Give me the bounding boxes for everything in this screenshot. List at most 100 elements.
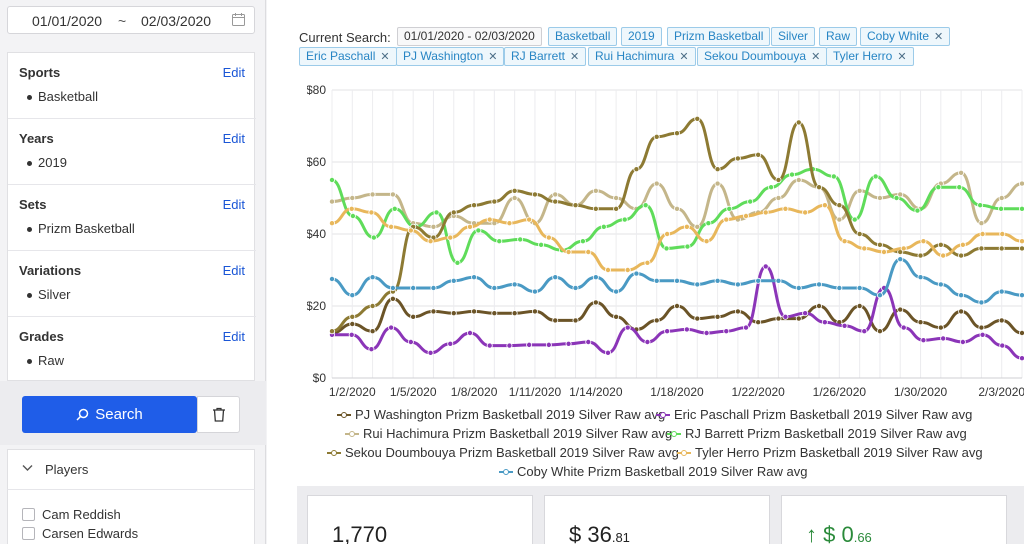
remove-tag-icon[interactable]: ✕ <box>897 51 907 63</box>
data-point <box>1019 238 1024 245</box>
data-point <box>633 270 640 277</box>
search-icon <box>76 408 89 421</box>
data-point <box>705 220 712 227</box>
player-tag[interactable]: PJ Washington ✕ <box>396 47 505 66</box>
x-tick-label: 1/14/2020 <box>569 385 623 399</box>
data-point <box>369 191 376 198</box>
player-tag[interactable]: Tyler Herro ✕ <box>826 47 914 66</box>
data-point <box>349 292 356 299</box>
data-point <box>841 238 848 245</box>
data-point <box>450 277 457 284</box>
edit-grades-link[interactable]: Edit <box>222 329 245 344</box>
legend-item[interactable]: Tyler Herro Prizm Basketball 2019 Silver… <box>677 445 983 460</box>
data-point <box>795 177 802 184</box>
legend-label: Rui Hachimura Prizm Basketball 2019 Silv… <box>363 426 673 441</box>
x-tick-label: 2/3/2020 <box>978 385 1024 399</box>
data-point <box>491 284 498 291</box>
data-point <box>856 284 863 291</box>
data-point <box>572 202 579 209</box>
search-tag: Raw <box>819 27 858 46</box>
search-tag: Basketball <box>548 27 618 46</box>
legend-item[interactable]: RJ Barrett Prizm Basketball 2019 Silver … <box>667 426 967 441</box>
x-tick-label: 1/8/2020 <box>451 385 498 399</box>
player-tag[interactable]: Rui Hachimura ✕ <box>588 47 696 66</box>
clear-button[interactable] <box>197 396 240 433</box>
search-tag: Silver <box>771 27 816 46</box>
checkbox[interactable] <box>22 527 35 540</box>
legend-item[interactable]: PJ Washington Prizm Basketball 2019 Silv… <box>337 407 665 422</box>
data-point <box>552 198 559 205</box>
data-point <box>454 259 461 266</box>
data-point <box>604 349 611 356</box>
filter-panel: Sports Edit Basketball Years Edit 2019 S… <box>7 52 256 381</box>
legend-item[interactable]: Coby White Prizm Basketball 2019 Silver … <box>499 464 807 479</box>
player-tag[interactable]: Sekou Doumbouya ✕ <box>697 47 828 66</box>
remove-tag-icon[interactable]: ✕ <box>488 51 498 63</box>
data-point <box>795 315 802 322</box>
data-point <box>900 324 907 331</box>
search-button[interactable]: Search <box>22 396 197 433</box>
data-point <box>600 223 607 230</box>
data-point <box>545 341 552 348</box>
data-point <box>621 216 628 223</box>
data-point <box>821 202 828 209</box>
data-point <box>369 302 376 309</box>
data-point <box>978 245 985 252</box>
edit-years-link[interactable]: Edit <box>222 131 245 146</box>
player-option[interactable]: Cam Reddish <box>22 507 121 522</box>
data-point <box>742 324 749 331</box>
data-point <box>349 195 356 202</box>
remove-tag-icon[interactable]: ✕ <box>811 51 821 63</box>
data-point <box>775 315 782 322</box>
stat-main: $ 36 <box>569 522 612 544</box>
date-from[interactable]: 01/01/2020 <box>32 13 103 29</box>
checkbox[interactable] <box>22 508 35 521</box>
calendar-icon[interactable] <box>232 13 245 26</box>
legend-item[interactable]: Eric Paschall Prizm Basketball 2019 Silv… <box>656 407 972 422</box>
legend-item[interactable]: Sekou Doumbouya Prizm Basketball 2019 Si… <box>327 445 679 460</box>
edit-sports-link[interactable]: Edit <box>222 65 245 80</box>
data-point <box>511 310 518 317</box>
filter-value: Raw <box>38 353 65 368</box>
data-point <box>917 252 924 259</box>
tag-label: Raw <box>826 29 851 43</box>
data-point <box>726 205 733 212</box>
data-point <box>673 130 680 137</box>
data-point <box>900 245 907 252</box>
data-point <box>876 292 883 299</box>
data-point <box>714 277 721 284</box>
player-tag[interactable]: Eric Paschall ✕ <box>299 47 397 66</box>
legend-label: PJ Washington Prizm Basketball 2019 Silv… <box>355 407 666 422</box>
data-point <box>427 349 434 356</box>
data-point <box>917 319 924 326</box>
remove-tag-icon[interactable]: ✕ <box>570 51 580 63</box>
data-point <box>328 177 335 184</box>
stat-card-count: 1,770 <box>307 495 533 544</box>
remove-tag-icon[interactable]: ✕ <box>934 31 944 43</box>
player-option[interactable]: Carsen Edwards <box>22 526 138 541</box>
data-point <box>816 184 823 191</box>
tag-label: Sekou Doumbouya <box>704 49 807 63</box>
data-point <box>624 324 631 331</box>
y-tick-label: $60 <box>307 155 326 169</box>
data-point <box>565 340 572 347</box>
date-range-picker[interactable]: 01/01/2020 ~ 02/03/2020 <box>7 6 255 34</box>
legend-label: Sekou Doumbouya Prizm Basketball 2019 Si… <box>345 445 679 460</box>
data-point <box>447 234 454 241</box>
player-tag[interactable]: RJ Barrett ✕ <box>504 47 587 66</box>
filter-value: Prizm Basketball <box>38 221 135 236</box>
players-section-header[interactable]: Players <box>7 449 255 489</box>
edit-variations-link[interactable]: Edit <box>222 263 245 278</box>
stat-value: 1,770 <box>332 522 387 544</box>
x-tick-label: 1/26/2020 <box>813 385 867 399</box>
legend-item[interactable]: Rui Hachimura Prizm Basketball 2019 Silv… <box>345 426 672 441</box>
edit-sets-link[interactable]: Edit <box>222 197 245 212</box>
player-tag[interactable]: Coby White ✕ <box>860 27 951 46</box>
remove-tag-icon[interactable]: ✕ <box>380 51 390 63</box>
remove-tag-icon[interactable]: ✕ <box>679 51 689 63</box>
date-to[interactable]: 02/03/2020 <box>141 13 212 29</box>
tag-label: Silver <box>778 29 809 43</box>
data-point <box>816 281 823 288</box>
filter-value: Basketball <box>38 89 98 104</box>
data-point <box>897 306 904 313</box>
